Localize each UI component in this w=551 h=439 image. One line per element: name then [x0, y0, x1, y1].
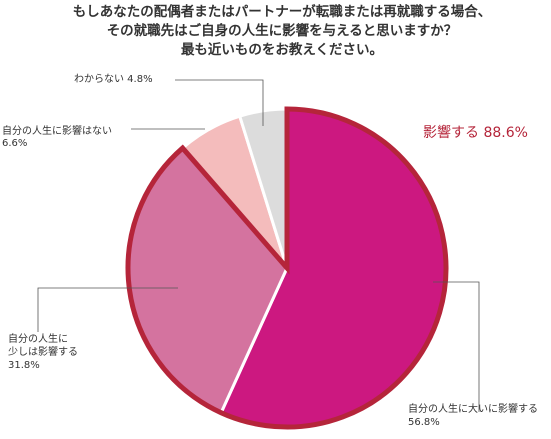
- title-line-3: 最も近いものをお教えください。: [181, 41, 383, 58]
- leader-lines: [37, 79, 480, 412]
- slice-label-3: 自分の人生に影響はない 6.6%: [2, 124, 112, 149]
- slice-label-3-line-1: 自分の人生に影響はない: [2, 124, 112, 137]
- slice-label-1: 自分の人生に大いに影響する 56.8%: [408, 402, 538, 428]
- chart-title: もしあなたの配偶者またはパートナーが転職または再就職する場合、 その就職先はご自…: [73, 3, 492, 58]
- leader-line-1: [433, 281, 480, 412]
- highlight-outline: [125, 106, 449, 430]
- leader-line-4: [175, 79, 264, 126]
- slice-label-2-line-3: 31.8%: [8, 360, 40, 371]
- slice-label-2-line-2: 少しは影響する: [8, 345, 78, 358]
- slice-label-1-line-1: 自分の人生に大いに影響する: [408, 402, 538, 415]
- slice-label-4-line-1: わからない 4.8%: [74, 73, 153, 85]
- slice-label-4: わからない 4.8%: [74, 73, 153, 85]
- leader-line-2: [37, 287, 178, 332]
- highlight-label: 影響する 88.6%: [423, 124, 528, 141]
- slice-label-2-line-1: 自分の人生に: [8, 332, 68, 345]
- slice-label-2: 自分の人生に少しは影響する 31.8%: [8, 332, 78, 371]
- slice-labels: 自分の人生に大いに影響する 56.8%自分の人生に少しは影響する 31.8%自分の人…: [2, 73, 538, 428]
- slice-label-1-line-2: 56.8%: [408, 417, 440, 428]
- pie-slices: [125, 106, 449, 430]
- title-line-1: もしあなたの配偶者またはパートナーが転職または再就職する場合、: [73, 3, 492, 20]
- slice-label-3-line-2: 6.6%: [2, 138, 27, 149]
- title-line-2: その就職先はご自身の人生に影響を与えると思いますか？: [107, 22, 458, 39]
